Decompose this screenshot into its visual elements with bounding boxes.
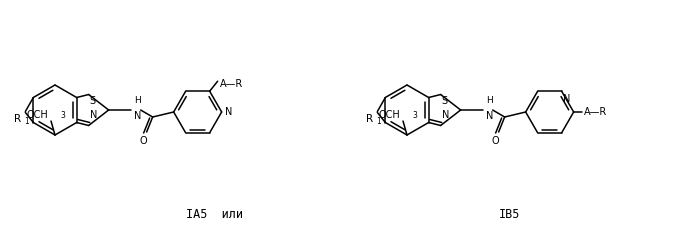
Text: A—R: A—R bbox=[583, 107, 607, 117]
Text: O: O bbox=[492, 136, 500, 146]
Text: N: N bbox=[562, 94, 570, 104]
Text: 1: 1 bbox=[376, 118, 381, 126]
Text: OCH: OCH bbox=[26, 110, 48, 120]
Text: IB5: IB5 bbox=[499, 209, 521, 222]
Text: H: H bbox=[486, 96, 492, 105]
Text: S: S bbox=[90, 96, 95, 107]
Text: N: N bbox=[486, 111, 493, 121]
Text: 3: 3 bbox=[412, 111, 417, 120]
Text: N: N bbox=[134, 111, 141, 121]
Text: 1: 1 bbox=[24, 118, 29, 126]
Text: R: R bbox=[14, 114, 22, 124]
Text: OCH: OCH bbox=[378, 110, 400, 120]
Text: O: O bbox=[140, 136, 148, 146]
Text: R: R bbox=[366, 114, 374, 124]
Text: N: N bbox=[90, 109, 97, 120]
Text: H: H bbox=[134, 96, 140, 105]
Text: A—R: A—R bbox=[220, 79, 243, 89]
Text: S: S bbox=[442, 96, 447, 107]
Text: 3: 3 bbox=[60, 111, 65, 120]
Text: N: N bbox=[224, 107, 232, 117]
Text: IA5  или: IA5 или bbox=[187, 209, 243, 222]
Text: N: N bbox=[442, 109, 449, 120]
